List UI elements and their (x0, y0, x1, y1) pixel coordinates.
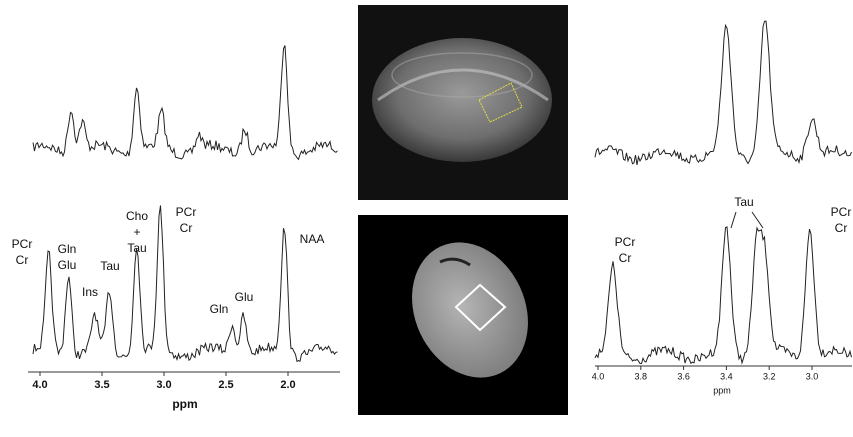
peak-label: PCr (12, 237, 33, 251)
peak-label: PCr (176, 205, 197, 219)
spectra: 4.0 3.5 3.0 2.5 2.0ppmPCrCrGlnGluInsTauCho+T… (12, 20, 852, 411)
tick-label: 2.0 (280, 379, 295, 391)
peak-label: Cr (16, 253, 29, 267)
label-pointer (730, 211, 764, 229)
peak-label: Cr (619, 251, 632, 265)
tick-label: 3.2 (763, 371, 776, 381)
tick-label: 3.8 (635, 371, 648, 381)
peak-label: Gln (58, 242, 77, 256)
spectrum (32, 205, 338, 363)
tick-label: 4.0 (592, 371, 605, 381)
mri-brain (358, 5, 568, 200)
peak-label: Cr (180, 221, 193, 235)
peak-label: Cr (835, 221, 848, 235)
spectrum (32, 45, 338, 161)
mri-muscle (358, 215, 568, 415)
spectrum (594, 20, 852, 165)
tick-label: 2.5 (218, 379, 233, 391)
axis-title: ppm (713, 385, 731, 395)
tick-label: 3.4 (720, 371, 733, 381)
peak-label: Tau (734, 195, 753, 209)
peak-label: Glu (58, 258, 77, 272)
peak-label: Tau (100, 259, 119, 273)
peak-label: + (133, 225, 140, 239)
peak-label: Tau (127, 241, 146, 255)
peak-label: Gln (210, 302, 229, 316)
tick-label: 3.0 (806, 371, 819, 381)
peak-label: PCr (831, 205, 852, 219)
peak-label: NAA (300, 232, 325, 246)
peak-label: Ins (82, 285, 98, 299)
peak-label: Cho (126, 209, 148, 223)
tick-label: 3.6 (677, 371, 690, 381)
tick-label: 4.0 (32, 379, 47, 391)
peak-label: PCr (615, 235, 636, 249)
axis-title: ppm (172, 397, 197, 411)
tick-label: 3.0 (156, 379, 171, 391)
peak-label: Glu (235, 290, 254, 304)
spectrum (594, 226, 852, 365)
tick-label: 3.5 (94, 379, 109, 391)
